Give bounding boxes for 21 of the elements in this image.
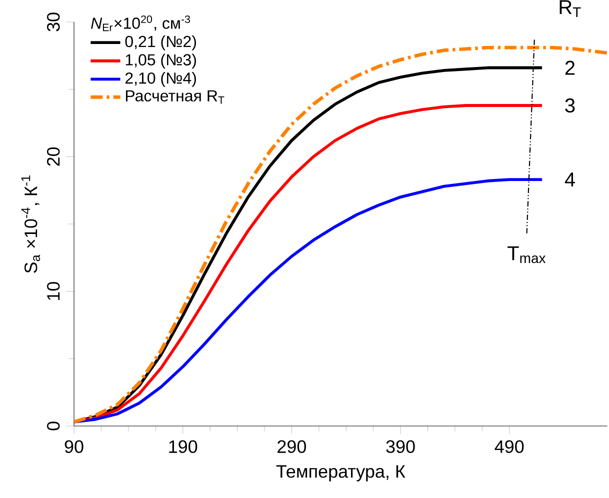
- annotation: 3: [565, 98, 575, 113]
- annotation: T$_{max}$: [508, 246, 546, 264]
- annotation: 2: [565, 60, 575, 75]
- x-tick-label: 490: [494, 440, 524, 453]
- legend-label: 2,10 (№4): [125, 72, 196, 87]
- legend-label: 0,21 (№2): [125, 35, 196, 50]
- annotation: 4: [564, 172, 575, 186]
- x-tick-label: 290: [278, 440, 306, 453]
- text: R$_{T}$: [560, 0, 581, 18]
- y-tick-label: 0: [46, 422, 60, 430]
- x-tick-label: 90: [64, 440, 84, 453]
- y-axis-title: S$_{a}$ ×10$^{-4}$, К$^{-1}$: [21, 176, 40, 273]
- x-tick-label: 390: [386, 440, 415, 453]
- y-tick-label: 30: [46, 12, 60, 32]
- legend-title: N$_{Er}$×10$^{20}$, см$^{-3}$: [91, 15, 190, 32]
- x-axis-title: Температура, К: [276, 465, 406, 482]
- y-tick-label: 20: [46, 147, 60, 166]
- y-tick-label: 10: [46, 282, 60, 300]
- x-tick-label: 190: [169, 440, 198, 453]
- legend-label: 1,05 (№3): [126, 54, 196, 69]
- legend-label: Расчетная R$_{T}$: [126, 90, 224, 104]
